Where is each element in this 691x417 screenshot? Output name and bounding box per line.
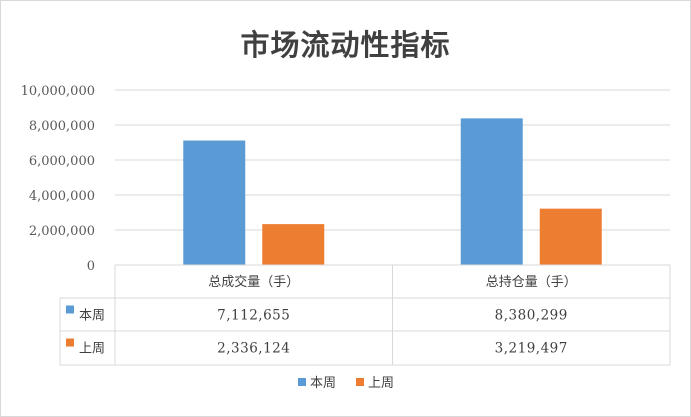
legend-key bbox=[356, 378, 364, 386]
legend-label: 本周 bbox=[310, 376, 336, 391]
row-label: 本周 bbox=[79, 309, 105, 324]
y-tick-label: 0 bbox=[87, 259, 95, 274]
data-label: 3,219,497 bbox=[495, 341, 568, 357]
legend-key bbox=[298, 378, 306, 386]
y-tick-label: 4,000,000 bbox=[29, 189, 95, 204]
row-legend-key bbox=[66, 305, 74, 314]
category-label: 总持仓量（手） bbox=[486, 275, 577, 290]
legend-label: 上周 bbox=[368, 376, 394, 391]
y-tick-label: 8,000,000 bbox=[29, 119, 95, 134]
y-tick-label: 2,000,000 bbox=[29, 224, 95, 239]
bar bbox=[262, 224, 325, 265]
y-tick-label: 10,000,000 bbox=[21, 84, 95, 99]
data-label: 7,112,655 bbox=[217, 308, 290, 324]
bar bbox=[460, 118, 523, 266]
chart-title: 市场流动性指标 bbox=[240, 28, 451, 62]
bar bbox=[539, 208, 602, 265]
data-label: 2,336,124 bbox=[217, 341, 290, 357]
bar bbox=[183, 140, 246, 265]
row-legend-key bbox=[66, 338, 74, 347]
data-label: 8,380,299 bbox=[495, 308, 568, 324]
y-tick-label: 6,000,000 bbox=[29, 154, 95, 169]
category-label: 总成交量（手） bbox=[208, 274, 299, 290]
row-label: 上周 bbox=[79, 342, 105, 357]
